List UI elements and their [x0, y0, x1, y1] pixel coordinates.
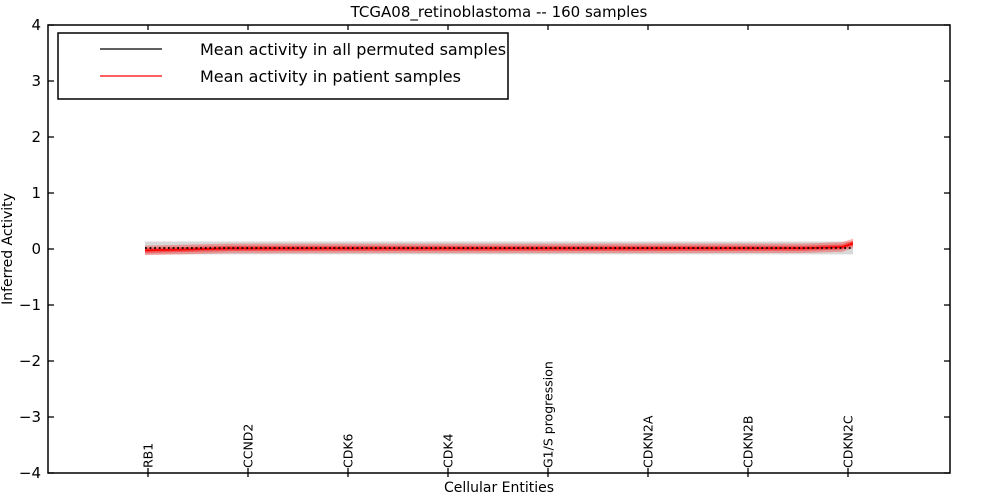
- legend-label-permuted: Mean activity in all permuted samples: [200, 40, 506, 59]
- x-tick-label: CDKN2C: [841, 415, 856, 468]
- x-tick-label: CCND2: [241, 424, 256, 468]
- std-band: [145, 240, 853, 253]
- x-tick-label: RB1: [141, 443, 156, 468]
- std-band: [145, 238, 853, 256]
- x-tick-label: CDKN2A: [641, 415, 656, 468]
- axis-tick-labels: 4 3 2 1 0 −1 −2 −3 −4 RB1 CCND2 CDK6 CDK4 G1/S progre…: [19, 16, 856, 482]
- y-tick-label: −1: [19, 296, 41, 314]
- legend-box: [57, 32, 509, 100]
- y-tick-label: −4: [19, 464, 41, 482]
- y-tick-label: 4: [31, 16, 41, 34]
- y-tick-label: 1: [31, 184, 41, 202]
- y-axis-label: Inferred Activity: [0, 193, 16, 305]
- y-tick-label: 0: [31, 240, 41, 258]
- x-tick-label: CDK4: [441, 433, 456, 468]
- y-tick-label: 3: [31, 72, 41, 90]
- x-tick-label: CDK6: [341, 433, 356, 468]
- legend: Mean activity in all permuted samples Me…: [57, 32, 509, 100]
- confidence-bands: [145, 238, 853, 256]
- chart-title: TCGA08_retinoblastoma -- 160 samples: [350, 3, 648, 22]
- mean-activity-lines: [144, 242, 854, 252]
- x-axis-label: Cellular Entities: [444, 480, 554, 496]
- x-tick-label: G1/S progression: [541, 361, 556, 468]
- y-tick-label: −3: [19, 408, 41, 426]
- y-tick-label: 2: [31, 128, 41, 146]
- plot-border: [47, 24, 951, 474]
- legend-label-patient: Mean activity in patient samples: [200, 67, 461, 86]
- y-tick-label: −2: [19, 352, 41, 370]
- x-tick-label: CDKN2B: [741, 416, 756, 468]
